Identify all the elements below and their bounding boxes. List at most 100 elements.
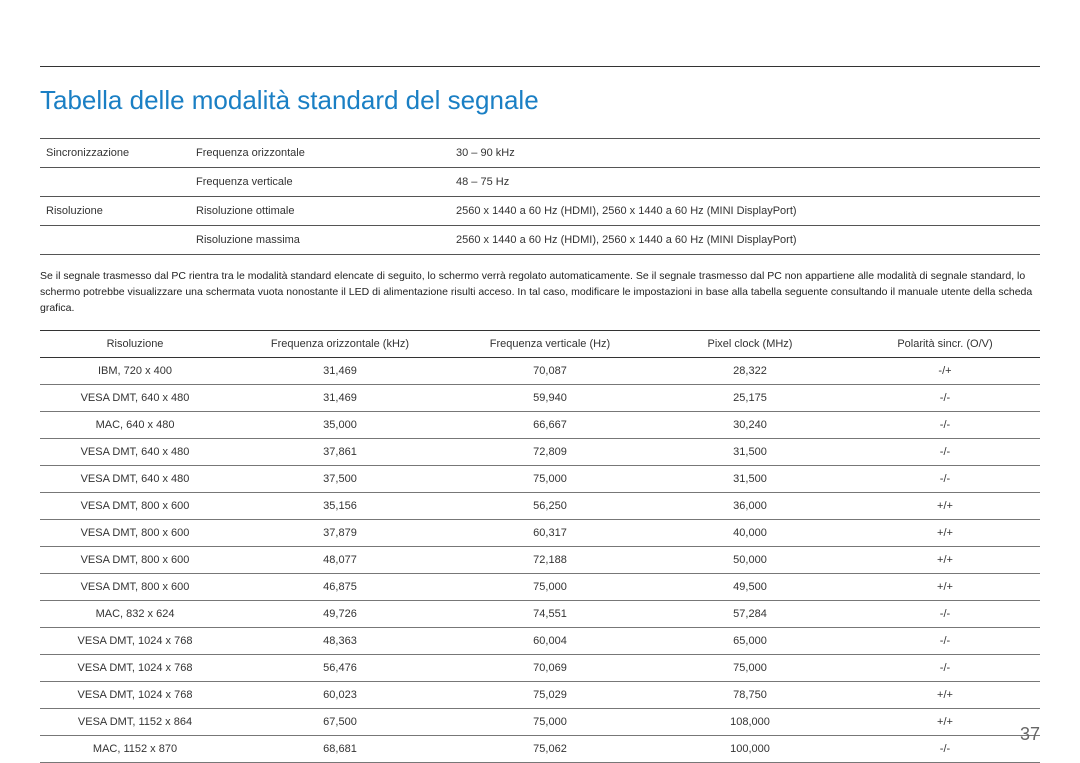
table-row: VESA DMT, 800 x 60046,87575,00049,500+/+ [40,574,1040,601]
table-cell: +/+ [850,547,1040,574]
table-cell: 72,188 [450,547,650,574]
table-cell: 40,000 [650,520,850,547]
table-cell: 49,726 [230,601,450,628]
table-cell: +/+ [850,682,1040,709]
table-cell: 75,062 [450,736,650,763]
table-row: MAC, 1152 x 87068,68175,062100,000-/- [40,736,1040,763]
table-cell: VESA DMT, 800 x 600 [40,574,230,601]
table-cell: MAC, 832 x 624 [40,601,230,628]
table-cell: -/- [850,655,1040,682]
table-cell: 35,000 [230,412,450,439]
table-row: VESA DMT, 1152 x 86467,50075,000108,000+… [40,709,1040,736]
spec-row: Risoluzione massima 2560 x 1440 a 60 Hz … [40,226,1040,255]
table-cell: 30,240 [650,412,850,439]
table-cell: -/- [850,628,1040,655]
table-cell: 65,000 [650,628,850,655]
spec-cell: 2560 x 1440 a 60 Hz (HDMI), 2560 x 1440 … [450,197,1040,226]
table-cell: VESA DMT, 800 x 600 [40,493,230,520]
table-cell: VESA DMT, 640 x 480 [40,466,230,493]
table-cell: 75,000 [450,709,650,736]
table-cell: 37,500 [230,466,450,493]
table-cell: 36,000 [650,493,850,520]
table-cell: 75,000 [450,466,650,493]
table-row: VESA DMT, 800 x 60037,87960,31740,000+/+ [40,520,1040,547]
table-cell: 67,500 [230,709,450,736]
page-title: Tabella delle modalità standard del segn… [40,85,1040,116]
table-cell: 59,940 [450,385,650,412]
table-cell: 75,000 [650,655,850,682]
table-row: VESA DMT, 800 x 60048,07772,18850,000+/+ [40,547,1040,574]
table-row: VESA DMT, 640 x 48031,46959,94025,175-/- [40,385,1040,412]
table-cell: 108,000 [650,709,850,736]
table-cell: 37,861 [230,439,450,466]
table-cell: VESA DMT, 1152 x 864 [40,709,230,736]
signal-mode-tbody: IBM, 720 x 40031,46970,08728,322-/+VESA … [40,358,1040,763]
table-cell: 37,879 [230,520,450,547]
spec-cell: Sincronizzazione [40,139,190,168]
spec-row: Risoluzione Risoluzione ottimale 2560 x … [40,197,1040,226]
table-cell: 60,004 [450,628,650,655]
table-cell: 49,500 [650,574,850,601]
table-cell: 46,875 [230,574,450,601]
table-cell: 75,029 [450,682,650,709]
table-cell: 68,681 [230,736,450,763]
spec-row: Sincronizzazione Frequenza orizzontale 3… [40,139,1040,168]
top-rule [40,66,1040,67]
table-cell: 31,469 [230,385,450,412]
table-cell: -/- [850,736,1040,763]
col-header: Frequenza orizzontale (kHz) [230,331,450,358]
table-cell: 100,000 [650,736,850,763]
table-cell: VESA DMT, 1024 x 768 [40,682,230,709]
table-cell: -/- [850,601,1040,628]
header-row: Risoluzione Frequenza orizzontale (kHz) … [40,331,1040,358]
table-row: VESA DMT, 1024 x 76848,36360,00465,000-/… [40,628,1040,655]
table-row: VESA DMT, 640 x 48037,50075,00031,500-/- [40,466,1040,493]
table-cell: 28,322 [650,358,850,385]
table-row: MAC, 640 x 48035,00066,66730,240-/- [40,412,1040,439]
table-row: VESA DMT, 640 x 48037,86172,80931,500-/- [40,439,1040,466]
table-row: MAC, 832 x 62449,72674,55157,284-/- [40,601,1040,628]
description-text: Se il segnale trasmesso dal PC rientra t… [40,269,1040,316]
table-cell: 48,363 [230,628,450,655]
spec-row: Frequenza verticale 48 – 75 Hz [40,168,1040,197]
table-cell: -/- [850,412,1040,439]
table-cell: +/+ [850,493,1040,520]
signal-mode-thead: Risoluzione Frequenza orizzontale (kHz) … [40,331,1040,358]
table-cell: VESA DMT, 1024 x 768 [40,628,230,655]
table-cell: VESA DMT, 640 x 480 [40,439,230,466]
table-cell: 50,000 [650,547,850,574]
spec-cell: 2560 x 1440 a 60 Hz (HDMI), 2560 x 1440 … [450,226,1040,255]
spec-table-body: Sincronizzazione Frequenza orizzontale 3… [40,139,1040,255]
table-cell: -/- [850,439,1040,466]
table-cell: IBM, 720 x 400 [40,358,230,385]
table-cell: MAC, 640 x 480 [40,412,230,439]
table-cell: 25,175 [650,385,850,412]
table-cell: 78,750 [650,682,850,709]
signal-mode-table: Risoluzione Frequenza orizzontale (kHz) … [40,330,1040,763]
page-number: 37 [1020,724,1040,745]
table-cell: 48,077 [230,547,450,574]
spec-cell: Risoluzione [40,197,190,226]
table-cell: VESA DMT, 800 x 600 [40,547,230,574]
table-row: VESA DMT, 1024 x 76860,02375,02978,750+/… [40,682,1040,709]
table-cell: 56,250 [450,493,650,520]
table-cell: -/- [850,466,1040,493]
spec-cell: Frequenza verticale [190,168,450,197]
table-cell: 31,469 [230,358,450,385]
table-row: VESA DMT, 800 x 60035,15656,25036,000+/+ [40,493,1040,520]
table-cell: 74,551 [450,601,650,628]
table-cell: 70,087 [450,358,650,385]
table-cell: -/+ [850,358,1040,385]
table-cell: 31,500 [650,466,850,493]
table-cell: 31,500 [650,439,850,466]
spec-cell [40,168,190,197]
spec-cell: 30 – 90 kHz [450,139,1040,168]
table-cell: 35,156 [230,493,450,520]
spec-cell: Risoluzione massima [190,226,450,255]
col-header: Risoluzione [40,331,230,358]
table-cell: 57,284 [650,601,850,628]
table-cell: +/+ [850,520,1040,547]
spec-cell [40,226,190,255]
table-cell: 60,023 [230,682,450,709]
col-header: Polarità sincr. (O/V) [850,331,1040,358]
